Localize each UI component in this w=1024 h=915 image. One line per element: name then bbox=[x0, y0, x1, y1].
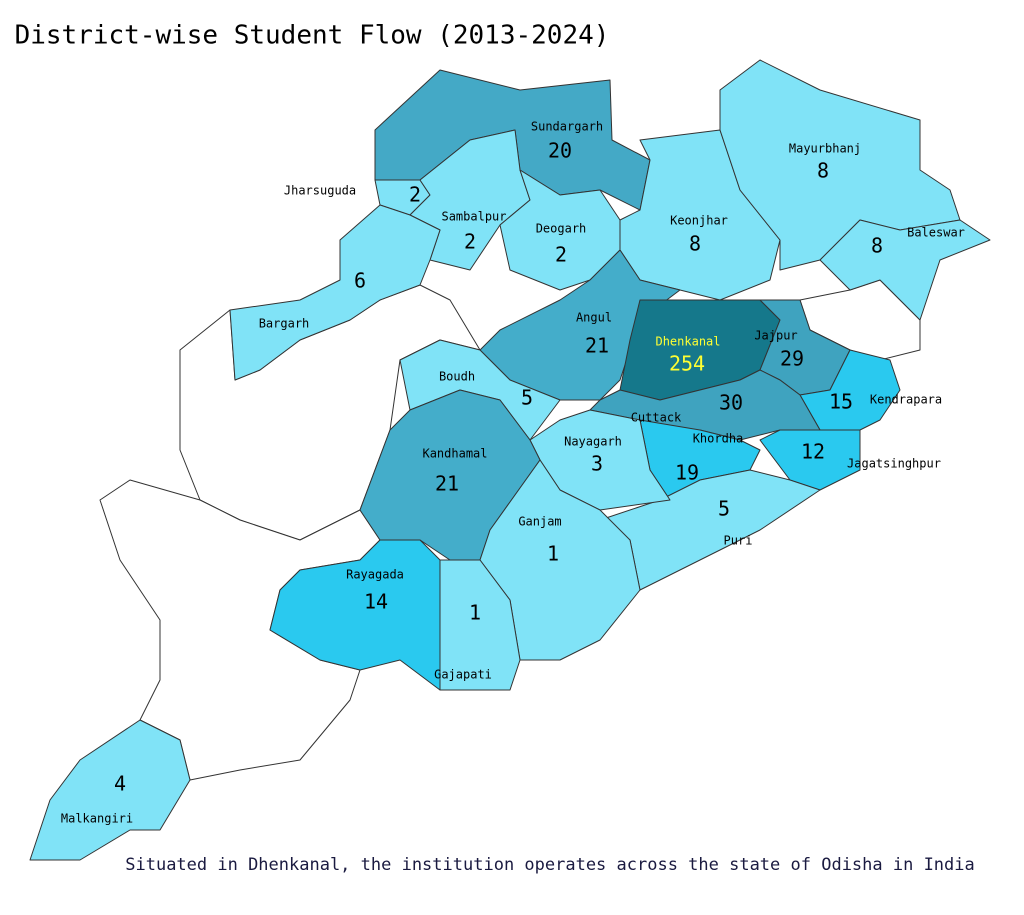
district-name: Cuttack bbox=[631, 411, 682, 425]
district-count: 1 bbox=[469, 601, 481, 625]
district-name: Khordha bbox=[693, 432, 744, 446]
district-name: Bargarh bbox=[259, 317, 310, 331]
district-count: 15 bbox=[829, 390, 853, 414]
district-name: Angul bbox=[576, 311, 612, 325]
district-count: 20 bbox=[548, 139, 572, 163]
district-name: Kandhamal bbox=[422, 447, 487, 461]
district-name: Gajapati bbox=[434, 668, 492, 682]
district-count: 21 bbox=[585, 334, 609, 358]
districts bbox=[29, 59, 991, 861]
district-name: Boudh bbox=[439, 370, 475, 384]
district-count: 19 bbox=[675, 461, 699, 485]
district-count: 4 bbox=[114, 772, 126, 796]
district-name: Sambalpur bbox=[441, 210, 506, 224]
district-count: 3 bbox=[591, 452, 603, 476]
district-count: 2 bbox=[464, 230, 476, 254]
district-name: Nayagarh bbox=[564, 435, 622, 449]
district-name: Jharsuguda bbox=[284, 184, 356, 198]
district-name: Jagatsinghpur bbox=[847, 457, 941, 471]
district-count: 2 bbox=[409, 183, 421, 207]
unlabeled-districts bbox=[99, 279, 921, 781]
district-name: Ganjam bbox=[518, 515, 561, 529]
district-shape bbox=[819, 219, 991, 321]
district-count: 6 bbox=[354, 269, 366, 293]
footnote: Situated in Dhenkanal, the institution o… bbox=[125, 855, 975, 875]
district-name: Jajpur bbox=[754, 329, 797, 343]
district-name: Mayurbhanj bbox=[789, 142, 861, 156]
district-count: 1 bbox=[547, 542, 559, 566]
title: District-wise Student Flow (2013-2024) bbox=[15, 21, 610, 51]
district-count: 5 bbox=[521, 386, 533, 410]
district-name: Dhenkanal bbox=[655, 335, 720, 349]
district-name: Rayagada bbox=[346, 568, 404, 582]
labels: Sundargarh 20 Jharsuguda 2 Sambalpur 2 Deogarh… bbox=[61, 120, 965, 826]
district-shape bbox=[759, 429, 861, 491]
district-name: Deogarh bbox=[536, 222, 587, 236]
district-count: 5 bbox=[718, 497, 730, 521]
district-shape bbox=[269, 539, 441, 691]
district-name: Keonjhar bbox=[670, 214, 728, 228]
district-shape bbox=[29, 719, 191, 861]
district-shape bbox=[229, 204, 441, 381]
district-name: Baleswar bbox=[907, 226, 965, 240]
district-count: 2 bbox=[555, 243, 567, 267]
district-name: Puri bbox=[724, 534, 753, 548]
district-count: 12 bbox=[801, 440, 825, 464]
district-name: Malkangiri bbox=[61, 812, 133, 826]
district-count: 8 bbox=[689, 232, 701, 256]
district-count: 14 bbox=[364, 590, 388, 614]
district-count: 29 bbox=[780, 347, 804, 371]
district-count: 8 bbox=[871, 234, 883, 258]
district-count: 21 bbox=[435, 472, 459, 496]
district-name: Kendrapara bbox=[870, 393, 942, 407]
district-shape bbox=[409, 129, 531, 271]
district-count: 30 bbox=[719, 391, 743, 415]
district-name: Sundargarh bbox=[531, 120, 603, 134]
district-count: 8 bbox=[817, 159, 829, 183]
district-count: 254 bbox=[669, 352, 705, 376]
